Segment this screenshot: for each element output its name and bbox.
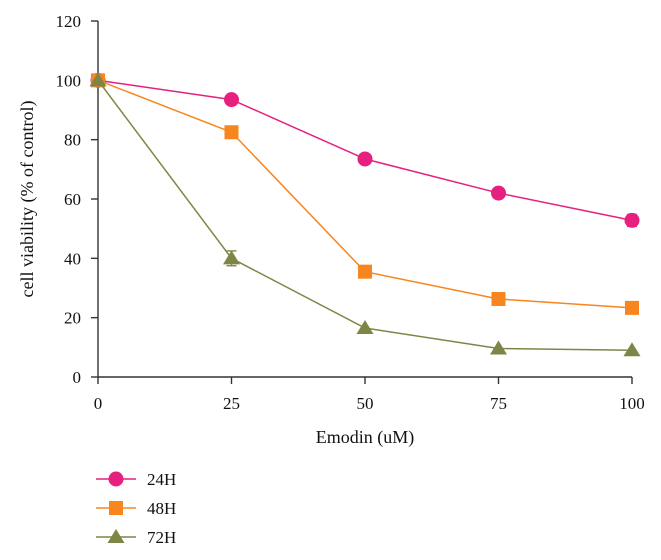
data-point (624, 212, 640, 228)
x-axis-label: Emodin (uM) (316, 427, 415, 448)
axes: 0 20 40 60 80 100 120 0 25 50 75 100 (56, 12, 645, 413)
data-point (224, 92, 239, 108)
data-point (623, 342, 641, 357)
legend-marker (107, 529, 125, 543)
x-tick-label: 100 (619, 394, 645, 413)
x-tick-label: 75 (490, 394, 507, 413)
legend-marker (108, 471, 124, 487)
x-tick-label: 50 (357, 394, 374, 413)
data-point (357, 151, 373, 167)
y-tick-label: 20 (64, 309, 81, 328)
data-point (490, 340, 507, 355)
y-tick-label: 80 (64, 131, 81, 150)
x-tick-label: 25 (223, 394, 240, 413)
y-tick-label: 100 (56, 71, 82, 90)
y-axis-label: cell viability (% of control) (17, 101, 38, 298)
legend-label: 72H (147, 528, 176, 547)
legend: 24H 48H 72H (96, 470, 176, 547)
y-tick-label: 0 (73, 368, 82, 387)
data-point (491, 291, 506, 306)
series-72h (89, 72, 641, 357)
legend-item-24h: 24H (96, 470, 176, 489)
legend-label: 48H (147, 499, 176, 518)
data-point (224, 125, 239, 140)
data-point (491, 185, 506, 201)
x-tick-label: 0 (94, 394, 103, 413)
series-line-72h (97, 79, 633, 352)
data-point (89, 72, 107, 87)
series-layer (89, 72, 641, 357)
data-point (223, 250, 240, 265)
data-point (356, 320, 374, 335)
y-tick-label: 120 (56, 12, 82, 31)
data-point (625, 300, 639, 315)
legend-item-48h: 48H (96, 499, 176, 518)
series-line-24h (97, 79, 633, 222)
series-48h (91, 73, 639, 315)
data-point (358, 264, 372, 279)
y-tick-label: 40 (64, 249, 81, 268)
legend-item-72h: 72H (96, 528, 176, 547)
legend-label: 24H (147, 470, 176, 489)
y-tick-label: 60 (64, 190, 81, 209)
legend-marker (109, 501, 123, 515)
series-24h (90, 72, 640, 228)
